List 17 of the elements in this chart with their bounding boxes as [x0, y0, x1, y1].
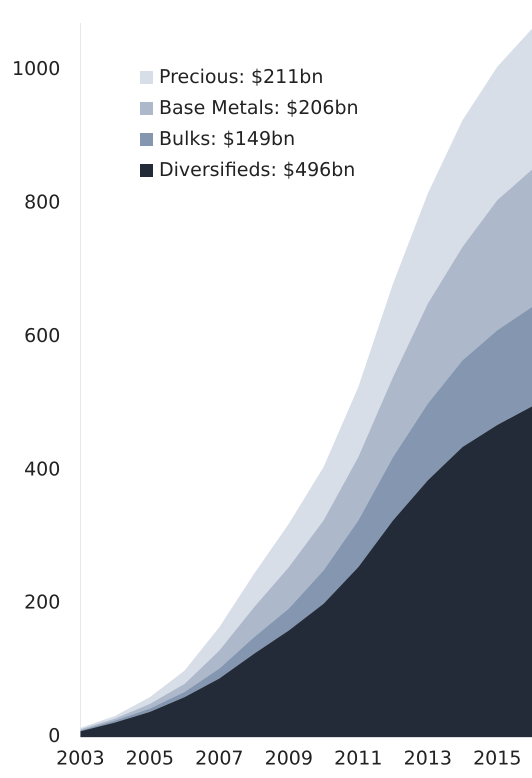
y-tick-label: 1000	[12, 58, 60, 80]
x-tick-label: 2007	[195, 748, 244, 770]
x-tick-label: 2005	[126, 748, 174, 770]
legend-label: Bulks: $149bn	[159, 127, 296, 152]
x-tick-label: 2011	[334, 748, 382, 770]
legend-label: Base Metals: $206bn	[159, 96, 359, 121]
x-tick-label: 2015	[473, 748, 522, 770]
y-tick-label: 0	[48, 725, 60, 748]
y-tick-label: 200	[24, 592, 60, 614]
y-tick-label: 600	[24, 324, 60, 347]
x-tick-label: 2013	[404, 748, 452, 770]
y-tick-label: 800	[24, 191, 60, 214]
x-tick-label: 2003	[56, 748, 105, 770]
x-tick-label: 2009	[264, 748, 313, 770]
legend-label: Diversifieds: $496bn	[159, 158, 356, 183]
y-tick-label: 400	[24, 458, 60, 480]
legend-label: Precious: $211bn	[159, 65, 324, 90]
